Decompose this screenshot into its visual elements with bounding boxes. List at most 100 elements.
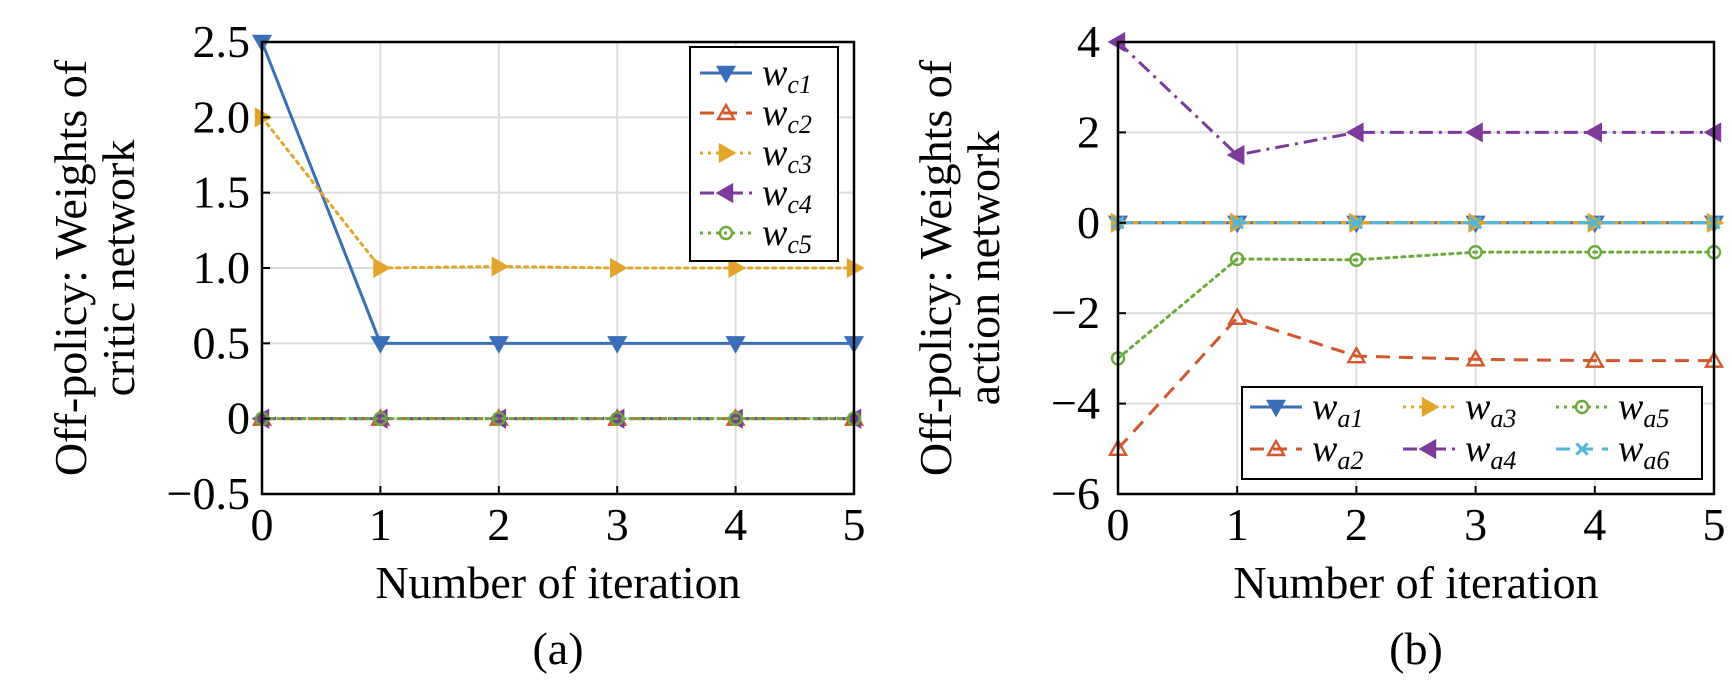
chart-panel-b: 0 1 2 3 4 5 −6 −4 −2 0 2 4 Number of iteration Off-po… xyxy=(910,16,1726,674)
series-w-a4-point xyxy=(1584,122,1603,143)
y-tick-label: 1.5 xyxy=(193,167,251,218)
series-w-a4 xyxy=(1107,31,1722,166)
legend-label: wc1 xyxy=(762,52,812,99)
ticks: 0 1 2 3 4 5 −6 −4 −2 0 2 4 xyxy=(1051,16,1725,550)
series-w-c1-point xyxy=(607,336,628,354)
y-axis-label: critic network xyxy=(93,140,144,397)
legend-label-main: w xyxy=(762,212,788,254)
legend-entry-w-a1: wa1 xyxy=(1250,386,1363,433)
legend-swatch-marker xyxy=(1574,399,1590,415)
series-w-a2-line xyxy=(1116,315,1714,450)
x-tick-label: 5 xyxy=(843,499,866,550)
ticks: 0 1 2 3 4 5−0.500.51.01.52.02.5 xyxy=(167,16,866,550)
series-w-a5 xyxy=(1110,244,1722,366)
legend-label-main: w xyxy=(1618,386,1644,428)
legend-label-subscript: a4 xyxy=(1490,446,1516,475)
legend-label-main: w xyxy=(762,172,788,214)
legend-label: wa2 xyxy=(1312,428,1363,475)
series-w-a6-point xyxy=(1230,216,1244,230)
legend-entry-w-c1: wc1 xyxy=(700,52,812,99)
legend-entry-w-a5: wa5 xyxy=(1556,386,1669,433)
legend-entry-w-a3: wa3 xyxy=(1403,386,1516,433)
panel-label: (a) xyxy=(532,623,583,674)
legend-entry-w-c4: wc4 xyxy=(700,172,812,219)
legend-swatch-marker xyxy=(1265,438,1287,457)
x-tick-label: 4 xyxy=(1583,499,1606,550)
series-w-c1-line xyxy=(260,41,854,345)
series-group xyxy=(1107,31,1725,456)
legend-label-subscript: a2 xyxy=(1337,446,1363,475)
legend-swatch-marker xyxy=(718,142,737,164)
x-axis-label: Number of iteration xyxy=(375,557,740,608)
x-tick-label: 1 xyxy=(369,499,392,550)
legend-label: wa3 xyxy=(1465,386,1516,433)
x-tick-label: 5 xyxy=(1703,499,1726,550)
series-w-a2-point xyxy=(1465,348,1486,367)
legend-label: wc5 xyxy=(762,212,812,259)
series-w-a2-point xyxy=(1346,345,1367,364)
y-tick-label: −0.5 xyxy=(167,468,250,519)
series-w-a4-point xyxy=(1226,144,1245,166)
series-w-a5-point xyxy=(1468,244,1483,260)
x-tick-label: 0 xyxy=(1107,499,1130,550)
legend-label-subscript: c5 xyxy=(787,230,812,259)
legend-label-subscript: c1 xyxy=(787,70,812,99)
legend-label-subscript: a6 xyxy=(1643,446,1669,475)
legend-swatch-marker xyxy=(715,102,737,121)
plot-frame xyxy=(1116,40,1716,496)
x-tick-label: 0 xyxy=(251,499,274,550)
legend-swatch-marker xyxy=(1421,396,1440,418)
y-tick-label: 2 xyxy=(1077,106,1100,157)
legend-label-main: w xyxy=(1465,386,1491,428)
legend-swatch-marker xyxy=(715,182,734,204)
legend-entry-w-c3: wc3 xyxy=(700,132,812,179)
legend-label-main: w xyxy=(762,132,788,174)
y-axis-label: Off-policy: Weights of xyxy=(910,59,961,476)
y-tick-label: −2 xyxy=(1051,287,1100,338)
y-tick-label: 4 xyxy=(1077,16,1100,67)
series-w-c3 xyxy=(254,107,865,279)
y-tick-label: 2.0 xyxy=(193,91,251,142)
x-tick-label: 2 xyxy=(1345,499,1368,550)
y-axis-label: Off-policy: Weights of xyxy=(45,59,96,476)
series-w-c5-point xyxy=(610,411,625,426)
series-w-c5-point xyxy=(373,411,388,426)
x-tick-label: 3 xyxy=(606,499,629,550)
series-w-c1-point xyxy=(488,336,509,354)
x-tick-label: 2 xyxy=(487,499,510,550)
legend-label-subscript: a1 xyxy=(1337,404,1363,433)
legend-box xyxy=(689,46,839,262)
legend-entry-w-a4: wa4 xyxy=(1403,428,1516,475)
y-tick-label: 0 xyxy=(227,393,250,444)
legend-label: wc2 xyxy=(762,92,812,139)
legend-entry-w-a6: wa6 xyxy=(1556,428,1669,475)
x-tick-label: 3 xyxy=(1464,499,1487,550)
y-tick-label: −4 xyxy=(1051,378,1100,429)
series-w-c1-point xyxy=(370,336,391,354)
legend-label-main: w xyxy=(1465,428,1491,470)
series-w-c5-point xyxy=(728,411,743,426)
legend-label-subscript: a5 xyxy=(1643,404,1669,433)
legend-label: wa5 xyxy=(1618,386,1669,433)
y-axis-label: action network xyxy=(958,131,1009,406)
legend-entry-w-a2: wa2 xyxy=(1250,428,1363,475)
legend-label-main: w xyxy=(1312,386,1338,428)
series-w-a5-point xyxy=(1229,251,1245,267)
series-w-c3-line xyxy=(260,115,856,270)
series-w-a6-point xyxy=(1349,216,1364,230)
series-w-a2-point xyxy=(1584,350,1605,368)
legend-swatch-marker xyxy=(715,65,737,84)
series-w-a4-line xyxy=(1116,40,1714,157)
x-tick-label: 4 xyxy=(724,499,747,550)
legend-entry-w-c5: wc5 xyxy=(700,212,812,259)
series-w-a6-point xyxy=(1468,216,1483,230)
legend-label: wa4 xyxy=(1465,428,1516,475)
legend-label-subscript: c4 xyxy=(787,190,812,219)
series-w-c3-point xyxy=(728,257,747,279)
x-tick-label: 1 xyxy=(1226,499,1249,550)
legend-label-subscript: c2 xyxy=(787,110,812,139)
legend-label: wc3 xyxy=(762,132,812,179)
legend-swatch-marker xyxy=(718,225,734,241)
